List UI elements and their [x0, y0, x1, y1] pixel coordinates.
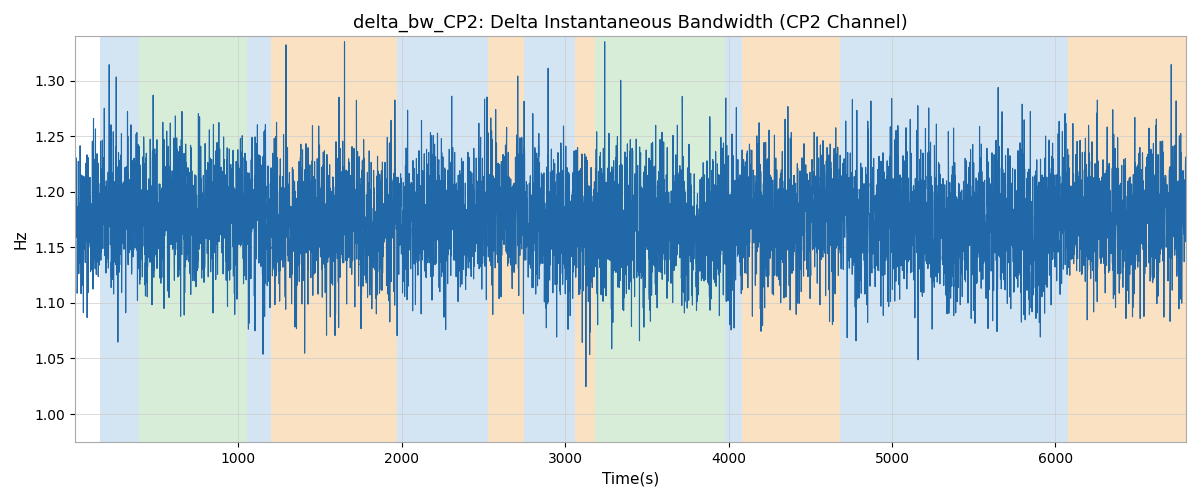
Bar	[725, 36, 742, 442]
Bar	[524, 36, 575, 442]
Bar	[1036, 36, 1068, 442]
X-axis label: Time(s): Time(s)	[602, 471, 659, 486]
Bar	[488, 36, 524, 442]
Bar	[271, 36, 397, 442]
Bar	[139, 36, 247, 442]
Bar	[1068, 36, 1186, 442]
Bar	[247, 36, 271, 442]
Bar	[742, 36, 840, 442]
Bar	[840, 36, 1036, 442]
Bar	[575, 36, 595, 442]
Bar	[595, 36, 725, 442]
Y-axis label: Hz: Hz	[14, 230, 29, 249]
Bar	[100, 36, 139, 442]
Bar	[397, 36, 488, 442]
Title: delta_bw_CP2: Delta Instantaneous Bandwidth (CP2 Channel): delta_bw_CP2: Delta Instantaneous Bandwi…	[353, 14, 908, 32]
